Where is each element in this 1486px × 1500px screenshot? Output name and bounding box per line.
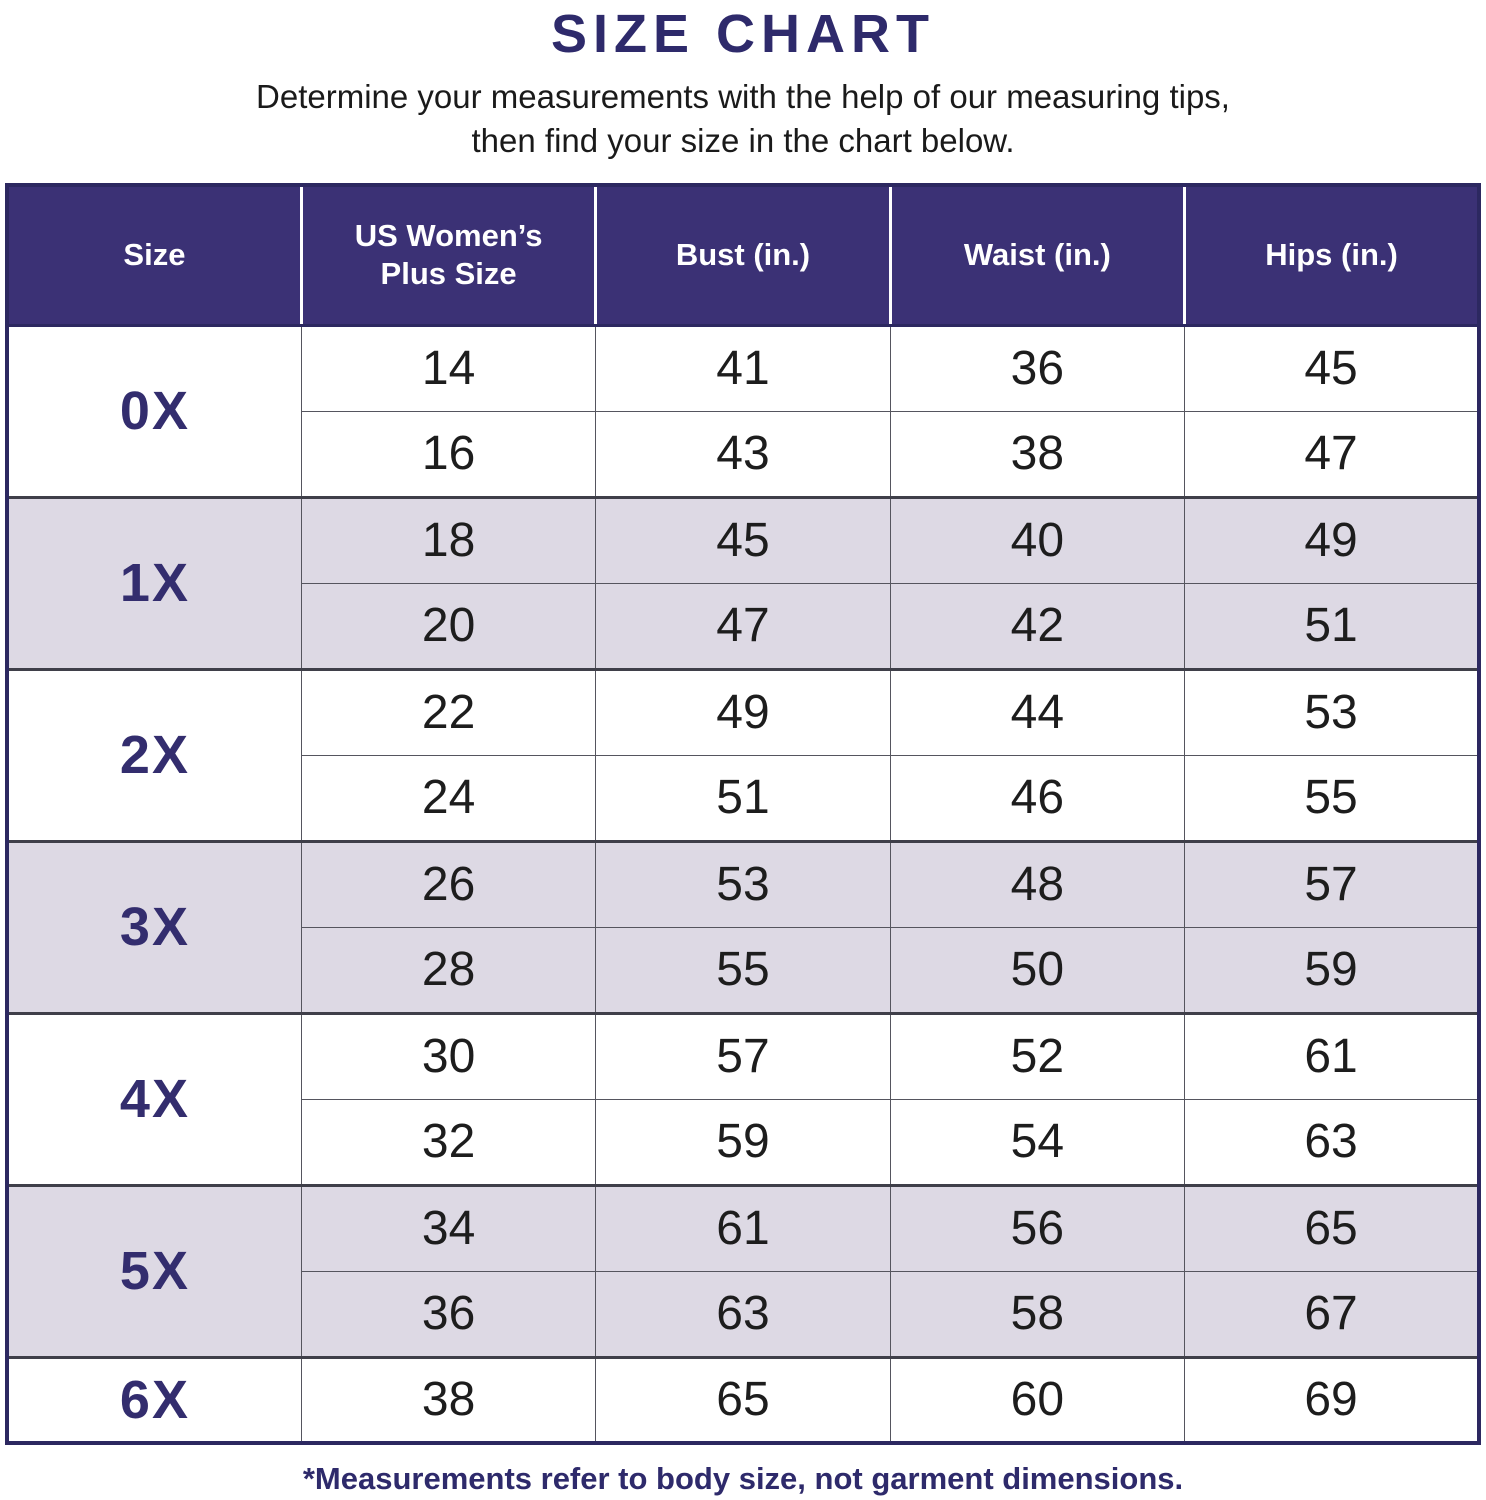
table-cell: 55 — [1184, 754, 1480, 842]
table-cell: 47 — [1184, 410, 1480, 498]
page-title: SIZE CHART — [551, 4, 935, 64]
table-cell: 45 — [595, 495, 891, 584]
header-row: Size US Women’s Plus Size Bust (in.) Wai… — [7, 185, 1479, 327]
table-cell: 28 — [300, 926, 597, 1014]
table-row: 16 43 38 47 — [7, 410, 1480, 498]
table-cell: 57 — [595, 1011, 891, 1100]
table-cell: 36 — [300, 1270, 597, 1358]
subtitle-line-2: then find your size in the chart below. — [471, 121, 1015, 159]
table-cell: 40 — [889, 495, 1186, 584]
size-group-label-2x: 2X — [6, 667, 302, 842]
table-cell: 45 — [1184, 323, 1480, 412]
table-cell: 67 — [1184, 1270, 1480, 1358]
measurements-footnote: *Measurements refer to body size, not ga… — [302, 1461, 1184, 1497]
table-cell: 24 — [300, 754, 597, 842]
table-cell: 16 — [300, 410, 597, 498]
subtitle-line-1: Determine your measurements with the hel… — [256, 77, 1230, 115]
table-cell: 48 — [889, 839, 1186, 928]
size-group-label-5x: 5X — [6, 1183, 302, 1358]
header-cell-us-womens-plus-size: US Women’s Plus Size — [301, 185, 598, 327]
table-cell: 50 — [889, 926, 1186, 1014]
table-header: Size US Women’s Plus Size Bust (in.) Wai… — [7, 185, 1479, 327]
table-cell: 54 — [889, 1098, 1186, 1186]
table-cell: 51 — [1184, 582, 1480, 670]
table-cell: 56 — [889, 1183, 1186, 1272]
table-cell: 41 — [595, 323, 891, 412]
table-cell: 53 — [1184, 667, 1480, 756]
table-cell: 61 — [1184, 1011, 1480, 1100]
table-cell: 47 — [595, 582, 891, 670]
table-cell: 53 — [595, 839, 891, 928]
table-row: 0X 14 41 36 45 — [6, 323, 1480, 498]
size-group-label-3x: 3X — [6, 839, 302, 1014]
size-chart-table: Size US Women’s Plus Size Bust (in.) Wai… — [5, 183, 1481, 1446]
table-cell: 59 — [1184, 926, 1480, 1014]
table-cell: 43 — [595, 410, 891, 498]
table-cell: 14 — [300, 323, 597, 412]
table-row: 36 63 58 67 — [7, 1270, 1480, 1358]
table-cell: 22 — [300, 667, 597, 756]
table-cell: 30 — [300, 1011, 597, 1100]
table-cell: 58 — [889, 1270, 1186, 1358]
table-row: 4X 30 57 52 61 — [6, 1011, 1480, 1186]
size-group-label-6x: 6X — [6, 1355, 302, 1444]
table-cell: 69 — [1184, 1355, 1480, 1444]
table-cell: 38 — [300, 1355, 597, 1444]
size-group-label-0x: 0X — [6, 323, 302, 498]
table-cell: 60 — [889, 1355, 1186, 1444]
table-cell: 32 — [300, 1098, 597, 1186]
header-cell-bust: Bust (in.) — [595, 185, 892, 327]
table-row: 5X 34 61 56 65 — [6, 1183, 1480, 1358]
table-cell: 44 — [889, 667, 1186, 756]
table-cell: 20 — [300, 582, 597, 670]
table-body: 0X 14 41 36 45 16 43 38 47 1X 18 45 40 4… — [6, 323, 1480, 1444]
header-cell-waist: Waist (in.) — [890, 185, 1187, 327]
table-cell: 52 — [889, 1011, 1186, 1100]
table-cell: 26 — [300, 839, 597, 928]
table-row: 6X 38 65 60 69 — [6, 1355, 1480, 1444]
table-cell: 59 — [595, 1098, 891, 1186]
table-cell: 38 — [889, 410, 1186, 498]
table-row: 1X 18 45 40 49 — [6, 495, 1480, 670]
table-row: 3X 26 53 48 57 — [6, 839, 1480, 1014]
table-row: 2X 22 49 44 53 — [6, 667, 1480, 842]
table-cell: 57 — [1184, 839, 1480, 928]
table-cell: 18 — [300, 495, 597, 584]
table-cell: 63 — [595, 1270, 891, 1358]
table-cell: 65 — [1184, 1183, 1480, 1272]
header-cell-hips: Hips (in.) — [1184, 185, 1479, 327]
table-cell: 42 — [889, 582, 1186, 670]
table-row: 20 47 42 51 — [7, 582, 1480, 670]
table-cell: 49 — [1184, 495, 1480, 584]
header-cell-size: Size — [7, 185, 303, 327]
page-subtitle: Determine your measurements with the hel… — [0, 75, 1486, 163]
table-cell: 34 — [300, 1183, 597, 1272]
table-row: 24 51 46 55 — [7, 754, 1480, 842]
table-cell: 61 — [595, 1183, 891, 1272]
table-cell: 63 — [1184, 1098, 1480, 1186]
table-cell: 36 — [889, 323, 1186, 412]
table-cell: 46 — [889, 754, 1186, 842]
table-row: 32 59 54 63 — [7, 1098, 1480, 1186]
size-group-label-4x: 4X — [6, 1011, 302, 1186]
table-cell: 65 — [595, 1355, 891, 1444]
table-cell: 49 — [595, 667, 891, 756]
table-cell: 55 — [595, 926, 891, 1014]
table-cell: 51 — [595, 754, 891, 842]
size-group-label-1x: 1X — [6, 495, 302, 670]
